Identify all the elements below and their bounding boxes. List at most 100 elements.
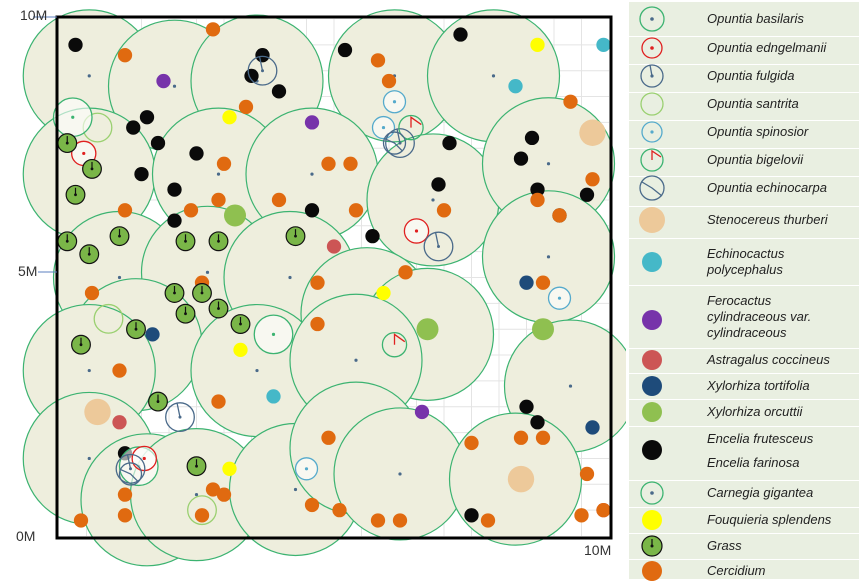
legend-label: Grass (707, 538, 742, 553)
point-encelia-frutesceus (304, 203, 320, 218)
point-ferocactus-cylindraceous-var-cylindraceous (156, 73, 171, 89)
legend-label: Ferocactus cylindraceous var. cylindrace… (707, 293, 812, 340)
point-cercidium (535, 430, 551, 445)
point-stenocereus-thurberi (579, 119, 606, 146)
legend-item-echinocactus-polycephalus: Echinocactus polycephalus (629, 242, 859, 282)
point-cercidium (117, 508, 133, 523)
legend-disc-purple-icon (629, 307, 675, 333)
point-echinocactus-polycephalus (596, 37, 611, 52)
point-fouquieria-splendens (233, 342, 248, 358)
point-cercidium (84, 285, 100, 301)
point-encelia-frutesceus (126, 120, 141, 135)
legend-disc-cyan-icon (629, 249, 675, 275)
legend-ring-dot-red-icon (629, 35, 675, 61)
point-cercidium (238, 99, 254, 115)
point-fouquieria-splendens (222, 461, 237, 476)
point-cercidium (304, 497, 320, 513)
legend-ring-needle-icon (629, 63, 675, 89)
legend-label: Xylorhiza orcuttii (707, 404, 803, 419)
point-encelia-frutesceus (524, 130, 540, 146)
point-grass (109, 226, 130, 247)
point-cercidium (398, 265, 413, 280)
point-grass (175, 231, 196, 252)
point-fouquieria-splendens (530, 37, 545, 52)
point-opuntia-fulgida (423, 231, 454, 262)
legend-item-opuntia-spinosior: Opuntia spinosior (629, 119, 859, 145)
point-opuntia-santrita (187, 495, 217, 526)
point-grass (126, 319, 146, 340)
point-cercidium (321, 430, 336, 445)
point-cercidium (205, 22, 221, 37)
point-cercidium (211, 192, 226, 208)
legend-grass-icon (629, 533, 675, 559)
legend-disc-orange-icon (629, 558, 675, 584)
point-encelia-frutesceus (150, 135, 166, 151)
x-tick-label-10m: 10M (584, 542, 612, 558)
legend-item-opuntia-edngelmanii: Opuntia edngelmanii (629, 35, 859, 61)
point-astragalus-coccineus (326, 239, 342, 254)
point-cercidium (535, 275, 551, 290)
point-ferocactus-cylindraceous-var-cylindraceous (304, 115, 320, 130)
point-cercidium (513, 430, 529, 445)
legend-item-stenocereus-thurberi: Stenocereus thurberi (629, 207, 859, 233)
point-fouquieria-splendens (222, 110, 237, 125)
point-grass (79, 244, 100, 265)
point-grass (71, 334, 91, 355)
point-grass (175, 303, 196, 324)
point-encelia-frutesceus (68, 37, 83, 52)
y-tick-label-0m: 0M (16, 528, 36, 544)
legend-label: Astragalus coccineus (707, 352, 830, 367)
point-cercidium (370, 53, 386, 68)
point-cercidium (117, 48, 133, 63)
point-encelia-frutesceus (189, 146, 204, 161)
legend-item-carnegia-gigantea: Carnegia gigantea (629, 480, 859, 506)
legend-ring-wedge-icon (629, 175, 675, 201)
point-grass (208, 231, 229, 252)
point-cercidium (321, 156, 336, 171)
legend: Opuntia basilaris Opuntia edngelmanii Op… (629, 2, 859, 581)
point-encelia-frutesceus (431, 177, 446, 192)
point-encelia-frutesceus (519, 399, 534, 414)
legend-item-opuntia-basilaris: Opuntia basilaris (629, 6, 859, 32)
legend-disc-black-icon (629, 437, 675, 463)
legend-label: Opuntia bigelovii (707, 152, 804, 167)
point-encelia-frutesceus (167, 182, 182, 197)
point-cercidium (392, 513, 408, 528)
legend-item-encelia-frutesceus: Encelia frutesceus (629, 426, 859, 452)
legend-label: Opuntia fulgida (707, 68, 795, 83)
point-encelia-frutesceus (464, 508, 479, 523)
point-cercidium (464, 435, 479, 451)
point-cercidium (480, 513, 496, 528)
point-carnegia-gigantea (366, 133, 500, 267)
point-echinocactus-polycephalus (266, 389, 281, 404)
legend-label: Cercidium (707, 563, 766, 578)
point-cercidium (343, 156, 358, 171)
point-stenocereus-thurberi (507, 465, 535, 493)
legend-item-ferocactus: Ferocactus cylindraceous var. cylindrace… (629, 290, 859, 344)
point-opuntia-spinosior (547, 286, 572, 310)
legend-label: Echinocactus polycephalus (707, 246, 785, 277)
legend-ring-dot-green-icon (629, 6, 675, 32)
legend-label: Xylorhiza tortifolia (707, 378, 810, 393)
point-cercidium (348, 203, 364, 218)
point-grass (65, 184, 86, 205)
point-cercidium (194, 508, 210, 523)
point-cercidium (216, 487, 232, 502)
point-encelia-frutesceus (244, 68, 259, 84)
point-opuntia-bigelovii (398, 114, 424, 141)
point-cercidium (117, 203, 133, 218)
point-xylorhiza-orcuttii (224, 204, 246, 227)
legend-label: Carnegia gigantea (707, 485, 814, 500)
point-encelia-frutesceus (530, 415, 545, 430)
legend-item-opuntia-santrita: Opuntia santrita (629, 91, 859, 117)
legend-disc-lightgreen-icon (629, 399, 675, 425)
legend-disc-red-icon (629, 347, 675, 373)
legend-item-xylorhiza-tortifolia: Xylorhiza tortifolia (629, 373, 859, 399)
point-grass (186, 456, 207, 477)
point-opuntia-spinosior (371, 115, 396, 140)
point-ferocactus-cylindraceous-var-cylindraceous (414, 404, 430, 420)
point-opuntia-fulgida (165, 402, 195, 433)
point-opuntia-spinosior (294, 457, 319, 481)
point-grass (57, 231, 78, 252)
point-encelia-frutesceus (453, 27, 468, 42)
